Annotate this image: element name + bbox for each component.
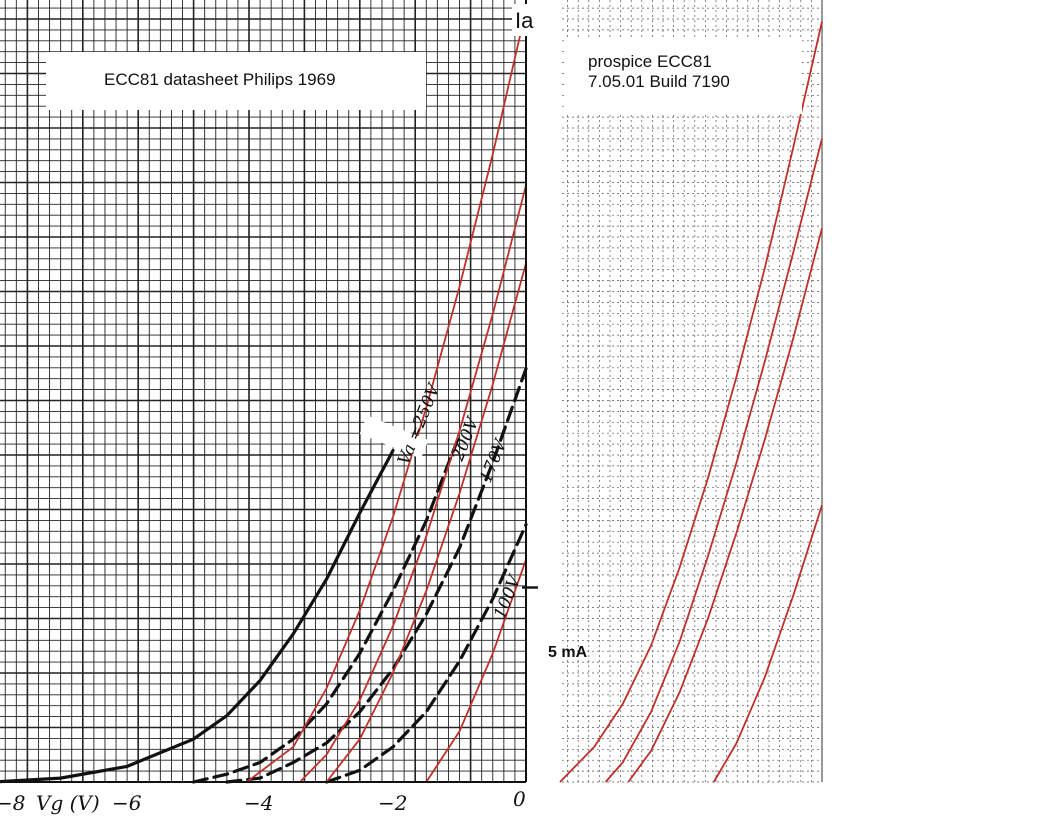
simulation-title-box	[566, 40, 802, 114]
datasheet-title: ECC81 datasheet Philips 1969	[104, 70, 336, 89]
datasheet-curve	[191, 433, 462, 784]
curve-label-200v: 200V	[448, 413, 484, 464]
simulated-curve	[559, 21, 823, 783]
simulated-curve	[713, 504, 823, 783]
simulated-curve	[604, 138, 823, 783]
x-tick-label: −4	[244, 791, 273, 815]
x-tick-label: −2	[378, 791, 407, 815]
y-marker-label: 5 mA	[548, 644, 588, 661]
simulated-overlay-curve	[245, 8, 527, 783]
y-axis-label: Ia	[515, 8, 534, 33]
datasheet-curve	[225, 367, 528, 784]
x-tick-label: −6	[112, 791, 142, 815]
datasheet-series	[0, 8, 528, 784]
simulated-curve	[627, 227, 823, 783]
simulated-overlay-curve	[299, 184, 527, 783]
datasheet-curve	[324, 523, 528, 784]
x-tick-label: −8	[0, 791, 25, 815]
axes	[0, 0, 538, 783]
x-tick-label: 0	[513, 787, 526, 811]
x-axis-label: Vg (V)	[36, 791, 100, 815]
y-axis-label-box	[512, 4, 538, 36]
x-tick-labels: −8 −6 −4 −2 0	[0, 787, 526, 815]
simulation-title-line2: 7.05.01 Build 7190	[588, 72, 730, 91]
simulated-overlay-curve	[325, 262, 527, 783]
simulation-series	[559, 21, 823, 783]
simulated-overlay-curve	[425, 558, 527, 783]
datasheet-curve	[0, 448, 395, 784]
simulation-title-line1: prospice ECC81	[588, 52, 712, 71]
simulation-grid	[562, 0, 823, 783]
datasheet-grid	[0, 0, 527, 783]
datasheet-title-box	[46, 52, 426, 110]
